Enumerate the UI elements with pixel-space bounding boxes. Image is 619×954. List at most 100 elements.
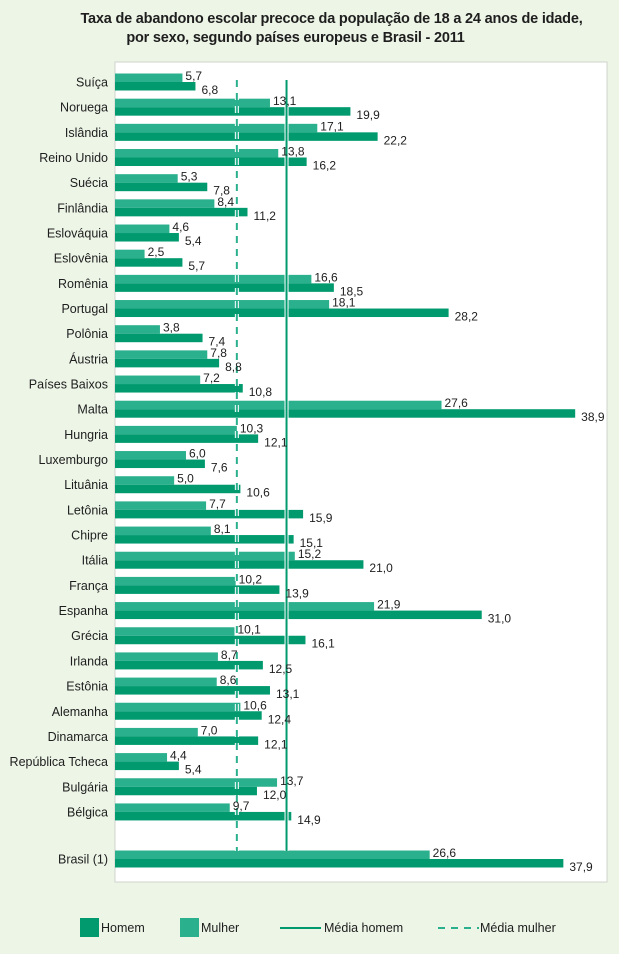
value-label-homem: 31,0: [488, 612, 512, 626]
bar-mulher: [115, 778, 278, 787]
bar-homem: [115, 459, 205, 469]
value-label-homem: 8,8: [225, 360, 242, 374]
bar-homem: [115, 635, 306, 645]
value-label-mulher: 8,7: [221, 648, 238, 662]
legend-label-media-mulher: Média mulher: [480, 921, 556, 935]
bar-mulher: [115, 274, 312, 284]
value-label-mulher: 6,0: [189, 447, 206, 461]
legend: Homem Mulher Média homem Média mulher: [80, 918, 556, 937]
category-label: Letônia: [67, 503, 108, 517]
value-label-mulher: 17,1: [320, 119, 344, 133]
value-label-homem: 5,7: [188, 259, 205, 273]
bar-mulher: [115, 98, 270, 108]
value-label-mulher: 10,2: [239, 572, 263, 586]
category-label: Alemanha: [52, 705, 108, 719]
bar-mulher: [115, 224, 170, 234]
value-label-homem: 7,4: [209, 335, 226, 349]
chart-title-line1: Taxa de abandono escolar precoce da popu…: [80, 11, 583, 27]
value-label-homem: 19,9: [356, 108, 380, 122]
category-label: Bélgica: [67, 805, 108, 819]
category-label: Eslovênia: [54, 252, 108, 266]
bar-homem: [115, 535, 294, 544]
bar-homem: [115, 610, 482, 620]
bar-homem: [115, 761, 179, 771]
bar-mulher: [115, 73, 183, 82]
category-label: Lituânia: [64, 478, 108, 492]
category-label: Irlanda: [70, 654, 108, 668]
bar-mulher: [115, 551, 295, 561]
value-label-homem: 10,8: [249, 385, 273, 399]
category-label: Itália: [82, 554, 108, 568]
category-label: Polônia: [66, 327, 108, 341]
value-label-homem: 38,9: [581, 410, 605, 424]
bar-mulher: [115, 425, 237, 435]
value-label-homem: 7,6: [211, 461, 228, 475]
value-label-homem: 16,1: [311, 637, 335, 651]
value-label-mulher: 3,8: [163, 321, 180, 335]
bar-mulher: [115, 727, 198, 737]
bar-mulher: [115, 850, 430, 859]
bar-homem: [115, 660, 263, 670]
value-label-homem: 12,1: [264, 435, 288, 449]
value-label-mulher: 5,7: [185, 69, 202, 83]
plot-area: [114, 61, 608, 883]
bar-mulher: [115, 375, 201, 385]
value-label-mulher: 15,2: [298, 547, 322, 561]
value-labels-group: 5,76,813,119,917,122,213,816,25,37,88,41…: [148, 69, 605, 874]
bars-group: [115, 73, 576, 868]
bar-homem: [115, 384, 243, 393]
value-label-mulher: 9,7: [233, 799, 250, 813]
category-label: Reino Unido: [39, 151, 108, 165]
value-label-homem: 11,2: [253, 209, 276, 223]
value-label-mulher: 13,8: [281, 145, 305, 159]
bar-mulher: [115, 627, 235, 636]
bar-homem: [115, 736, 259, 745]
bar-homem: [115, 686, 270, 695]
value-label-homem: 15,9: [309, 511, 333, 525]
value-label-mulher: 5,3: [181, 170, 198, 184]
value-label-homem: 18,5: [340, 284, 364, 298]
value-label-mulher: 10,3: [240, 421, 264, 435]
value-label-mulher: 13,7: [280, 774, 304, 788]
value-label-mulher: 8,4: [217, 195, 234, 209]
bar-mulher: [115, 325, 160, 334]
category-label: Espanha: [59, 604, 108, 618]
bar-mulher: [115, 174, 178, 183]
bar-mulher: [115, 753, 168, 762]
value-label-homem: 13,9: [285, 586, 309, 600]
value-label-mulher: 2,5: [148, 245, 165, 259]
bar-homem: [115, 308, 449, 318]
bar-mulher: [115, 350, 208, 359]
legend-label-media-homem: Média homem: [324, 921, 403, 935]
bar-homem: [115, 82, 196, 91]
bar-homem: [115, 258, 183, 267]
bar-mulher: [115, 300, 330, 309]
bar-homem: [115, 484, 241, 494]
bar-mulher: [115, 149, 279, 158]
category-label: Islândia: [65, 126, 108, 140]
value-label-mulher: 7,2: [203, 371, 220, 385]
value-label-homem: 12,0: [263, 788, 287, 802]
value-label-homem: 21,0: [369, 561, 393, 575]
bar-homem: [115, 233, 179, 242]
bar-homem: [115, 434, 259, 443]
category-label: Chipre: [71, 529, 108, 543]
bar-homem: [115, 358, 220, 368]
bar-mulher: [115, 602, 375, 611]
value-label-mulher: 7,7: [209, 497, 226, 511]
value-label-homem: 6,8: [201, 83, 218, 97]
category-label: Eslováquia: [47, 227, 108, 241]
bar-mulher: [115, 123, 318, 133]
bar-homem: [115, 333, 203, 343]
category-label: França: [69, 579, 108, 593]
value-label-mulher: 16,6: [314, 270, 338, 284]
category-label: Bulgária: [62, 780, 108, 794]
legend-label-homem: Homem: [101, 921, 145, 935]
value-label-homem: 15,1: [300, 536, 324, 550]
bar-mulher: [115, 199, 215, 208]
value-label-homem: 13,1: [276, 687, 300, 701]
bar-homem: [115, 283, 334, 292]
bar-homem: [115, 560, 364, 569]
legend-swatch-homem: [80, 918, 99, 937]
